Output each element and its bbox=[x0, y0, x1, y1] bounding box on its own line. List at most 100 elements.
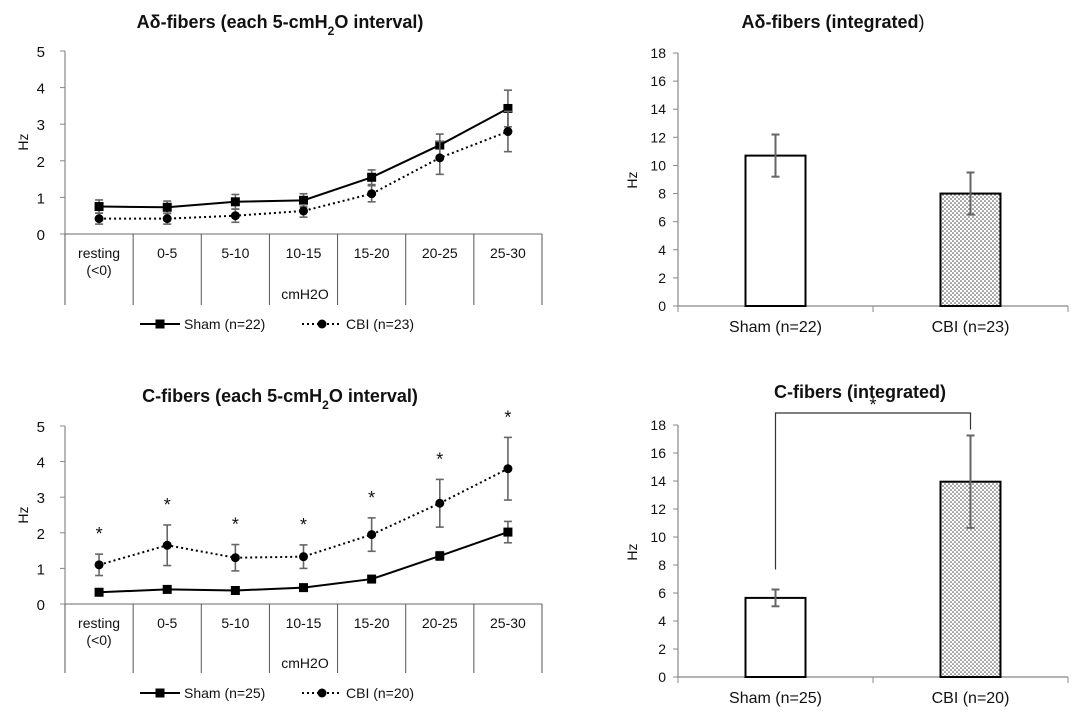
data-point-circle bbox=[162, 214, 172, 224]
x-tick-label: (<0) bbox=[86, 262, 111, 278]
ad-line-panel: Aδ-fibers (each 5-cmH2O interval) Hz cmH… bbox=[0, 0, 560, 350]
chart-title: Aδ-fibers (each 5-cmH2O interval) bbox=[137, 12, 424, 38]
legend-marker-square bbox=[155, 688, 165, 698]
x-tick-label: 25-30 bbox=[490, 615, 526, 631]
y-tick-label: 16 bbox=[650, 73, 666, 89]
data-point-square bbox=[94, 587, 104, 597]
bar bbox=[939, 480, 1002, 678]
chart-title: C-fibers (integrated) bbox=[774, 382, 946, 402]
ad-bar-panel: Aδ-fibers (integrated) Hz 0 2 4 6 8 10 12 14 16 1… bbox=[600, 0, 1080, 350]
y-tick-label: 10 bbox=[650, 157, 666, 173]
data-point-circle bbox=[503, 464, 513, 474]
data-point-circle bbox=[367, 530, 377, 540]
y-tick-label: 4 bbox=[37, 81, 45, 98]
chart-title: C-fibers (each 5-cmH2O interval) bbox=[142, 386, 418, 412]
data-point-square bbox=[230, 197, 240, 207]
x-tick-label: CBI (n=20) bbox=[932, 690, 1010, 707]
y-tick-label: 5 bbox=[37, 419, 45, 436]
y-tick-label: 4 bbox=[658, 613, 666, 629]
data-point-circle bbox=[94, 214, 104, 224]
significance-bracket bbox=[774, 412, 972, 570]
data-point-circle bbox=[299, 206, 308, 216]
legend-marker-circle bbox=[317, 688, 327, 698]
y-tick-label: 0 bbox=[37, 597, 45, 614]
x-tick-label: 15-20 bbox=[354, 615, 390, 631]
y-tick-label: 18 bbox=[650, 45, 666, 61]
y-axis-label: Hz bbox=[15, 506, 31, 523]
x-tick-label: 5-10 bbox=[221, 245, 249, 261]
x-tick-label: 25-30 bbox=[490, 245, 526, 261]
y-tick-label: 4 bbox=[37, 455, 45, 472]
data-point-square bbox=[162, 202, 172, 212]
data-point-circle bbox=[162, 540, 172, 550]
c-line-chart: C-fibers (each 5-cmH2O interval) Hz cmH2… bbox=[15, 386, 543, 701]
chart-title: Aδ-fibers (integrated) bbox=[742, 12, 925, 32]
data-point-square bbox=[299, 195, 308, 205]
y-axis-label: Hz bbox=[624, 543, 640, 560]
y-tick-label: 2 bbox=[658, 270, 666, 286]
data-point-square bbox=[230, 585, 240, 595]
x-tick-label: 10-15 bbox=[286, 615, 322, 631]
significance-marker: * bbox=[368, 488, 375, 508]
y-tick-label: 12 bbox=[650, 129, 666, 145]
y-axis-label: Hz bbox=[624, 171, 640, 188]
x-tick-label: resting bbox=[78, 615, 120, 631]
data-point-circle bbox=[299, 552, 308, 562]
x-tick-label: 10-15 bbox=[286, 245, 322, 261]
legend-label: CBI (n=20) bbox=[346, 685, 414, 701]
significance-marker: * bbox=[164, 495, 171, 515]
significance-marker: * bbox=[300, 515, 307, 535]
data-point-circle bbox=[230, 553, 240, 563]
c-line-panel: C-fibers (each 5-cmH2O interval) Hz cmH2… bbox=[0, 375, 560, 718]
x-tick-label: 20-25 bbox=[422, 615, 458, 631]
y-tick-label: 6 bbox=[658, 214, 666, 230]
significance-marker: * bbox=[96, 524, 103, 544]
y-tick-label: 3 bbox=[37, 117, 45, 134]
y-tick-label: 14 bbox=[650, 101, 666, 117]
y-tick-label: 4 bbox=[658, 242, 666, 258]
x-tick-label: CBI (n=23) bbox=[932, 319, 1010, 336]
data-point-square bbox=[503, 103, 513, 113]
data-point-circle bbox=[94, 560, 104, 570]
data-point-circle bbox=[503, 127, 513, 137]
x-tick-label: 20-25 bbox=[422, 245, 458, 261]
data-point-circle bbox=[230, 211, 240, 221]
legend-marker-circle bbox=[317, 319, 327, 329]
y-tick-label: 8 bbox=[658, 186, 666, 202]
x-tick-label: resting bbox=[78, 245, 120, 261]
data-point-square bbox=[367, 172, 377, 182]
data-point-circle bbox=[435, 498, 445, 508]
series-line bbox=[99, 107, 509, 209]
significance-marker: * bbox=[869, 395, 876, 415]
y-tick-label: 14 bbox=[650, 473, 666, 489]
c-bar-panel: C-fibers (integrated) Hz 0 2 4 6 8 10 12 14 16 18… bbox=[600, 375, 1080, 718]
y-tick-label: 6 bbox=[658, 585, 666, 601]
y-tick-label: 8 bbox=[658, 557, 666, 573]
bar bbox=[744, 154, 807, 307]
y-tick-label: 2 bbox=[658, 641, 666, 657]
data-point-square bbox=[435, 551, 445, 561]
x-tick-label: 0-5 bbox=[157, 245, 177, 261]
y-tick-label: 0 bbox=[37, 227, 45, 244]
significance-marker: * bbox=[232, 515, 239, 535]
x-tick-label: Sham (n=25) bbox=[729, 690, 822, 707]
legend-label: Sham (n=25) bbox=[184, 685, 265, 701]
data-point-circle bbox=[367, 189, 377, 199]
y-tick-label: 0 bbox=[658, 669, 666, 685]
y-tick-label: 16 bbox=[650, 445, 666, 461]
x-tick-label: 5-10 bbox=[221, 615, 249, 631]
data-point-circle bbox=[435, 153, 445, 163]
y-tick-label: 18 bbox=[650, 417, 666, 433]
y-tick-label: 2 bbox=[37, 526, 45, 543]
legend-label: CBI (n=23) bbox=[346, 316, 414, 332]
y-tick-label: 12 bbox=[650, 501, 666, 517]
x-axis-label: cmH2O bbox=[281, 655, 329, 671]
x-tick-label: (<0) bbox=[86, 632, 111, 648]
y-tick-label: 2 bbox=[37, 154, 45, 171]
data-point-square bbox=[503, 527, 513, 537]
bar bbox=[744, 596, 807, 678]
significance-marker: * bbox=[436, 449, 443, 469]
x-axis-label: cmH2O bbox=[281, 286, 329, 302]
y-tick-label: 3 bbox=[37, 490, 45, 507]
data-point-square bbox=[94, 202, 104, 212]
